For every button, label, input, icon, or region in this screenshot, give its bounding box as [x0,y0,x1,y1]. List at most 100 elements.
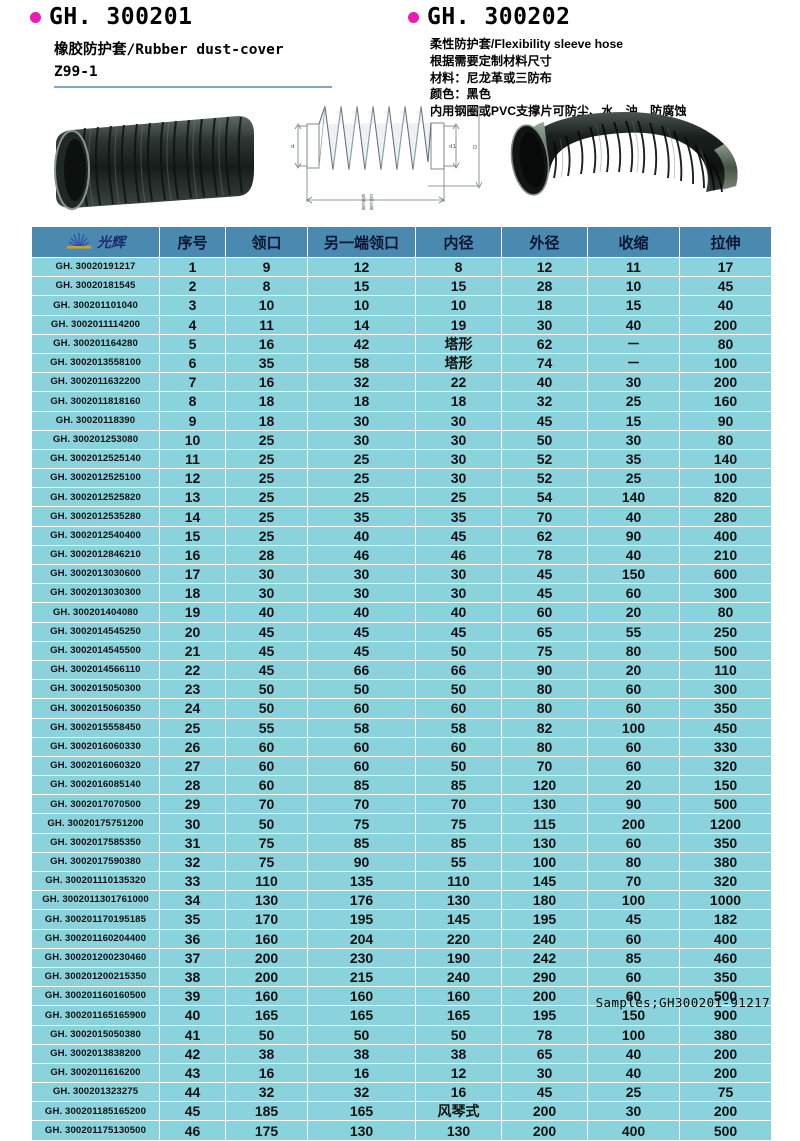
cell-row-index: 7 [159,372,226,393]
cell-row-index: 30 [159,813,226,834]
product-photo-left [30,100,262,212]
cell-inner-diameter: 60 [415,698,502,719]
cell-collar: 16 [225,333,308,354]
cell-part-number: GH. 300201185165200 [31,1101,160,1122]
col-header-shrink: 收缩 [587,226,680,258]
cell-row-index: 24 [159,698,226,719]
cell-row-index: 25 [159,717,226,738]
cell-inner-diameter: 240 [415,966,502,988]
table-row: GH. 300201164280 5 16 42 塔形 62 － 80 [31,333,772,354]
cell-stretch-length: 200 [679,314,772,335]
cell-inner-diameter: 18 [415,391,502,412]
cell-other-collar: 18 [307,391,416,412]
cell-row-index: 8 [159,391,226,412]
cell-row-index: 44 [159,1082,226,1103]
cell-row-index: 21 [159,640,226,661]
specification-table-wrapper: 光辉 序号 领口 另一端领口 内径 外径 收缩 拉伸 GH. 300201912… [31,226,772,1141]
cell-outer-diameter: 80 [501,698,588,719]
specification-table: 光辉 序号 领口 另一端领口 内径 外径 收缩 拉伸 GH. 300201912… [31,226,772,1141]
cell-shrink-length: － [587,333,680,354]
cell-row-index: 22 [159,659,226,681]
cell-row-index: 32 [159,851,226,873]
cell-outer-diameter: 180 [501,890,588,911]
cell-other-collar: 135 [307,870,416,892]
cell-outer-diameter: 115 [501,813,588,834]
cell-part-number: GH. 3002014566110 [31,659,160,681]
cell-outer-diameter: 240 [501,928,588,949]
cell-part-number: GH. 3002012525820 [31,487,160,508]
cell-outer-diameter: 200 [501,1101,588,1122]
table-row: GH. 3002013030600 17 30 30 30 45 150 600 [31,563,772,585]
table-row: GH. 3002013558100 6 35 58 塔形 74 － 100 [31,352,772,374]
cell-stretch-length: 250 [679,621,772,642]
table-row: GH. 300201185165200 45 185 165 风琴式 200 30 200 [31,1101,772,1122]
cell-other-collar: 50 [307,1024,416,1045]
cell-other-collar: 25 [307,487,416,508]
col-header-inner-diameter: 内径 [415,226,502,258]
cell-part-number: GH. 3002013030600 [31,563,160,585]
cell-inner-diameter: 12 [415,1062,502,1084]
cell-shrink-length: 40 [587,314,680,335]
cell-stretch-length: 350 [679,698,772,719]
cell-other-collar: 25 [307,448,416,470]
cell-inner-diameter: 75 [415,813,502,834]
cell-outer-diameter: 60 [501,602,588,623]
table-row: GH. 3002016060320 27 60 60 50 70 60 320 [31,755,772,777]
cell-shrink-length: 100 [587,890,680,911]
table-row: GH. 3002016085140 28 60 85 85 120 20 150 [31,775,772,796]
cell-collar: 30 [225,563,308,585]
cell-outer-diameter: 30 [501,314,588,335]
cell-collar: 18 [225,410,308,431]
table-row: GH. 3002014566110 22 45 66 66 90 20 110 [31,659,772,681]
cell-stretch-length: 500 [679,1120,772,1141]
cell-outer-diameter: 195 [501,909,588,930]
cell-collar: 75 [225,832,308,853]
cell-other-collar: 45 [307,621,416,642]
cell-collar: 70 [225,794,308,815]
desc-line: 颜色：黑色 [430,87,491,102]
product-model-left: Z99-1 [54,64,98,81]
magenta-bullet-icon [408,11,419,23]
cell-other-collar: 45 [307,640,416,661]
cell-other-collar: 204 [307,928,416,949]
cell-collar: 25 [225,448,308,470]
cell-row-index: 33 [159,870,226,892]
cell-part-number: GH. 3002017590380 [31,851,160,873]
cell-inner-diameter: 160 [415,986,502,1007]
cell-stretch-length: 100 [679,468,772,489]
cell-part-number: GH. 300201170195185 [31,909,160,930]
cell-stretch-length: 1000 [679,890,772,911]
cell-part-number: GH. 3002011632200 [31,372,160,393]
table-row: GH. 30020118390 9 18 30 30 45 15 90 [31,410,772,431]
table-row: GH. 30020175751200 30 50 75 75 115 200 1200 [31,813,772,834]
cell-collar: 45 [225,621,308,642]
cell-collar: 185 [225,1101,308,1122]
cell-collar: 18 [225,391,308,412]
cell-inner-diameter: 66 [415,659,502,681]
cell-stretch-length: 320 [679,755,772,777]
cell-other-collar: 12 [307,256,416,278]
cell-shrink-length: 200 [587,813,680,834]
cell-stretch-length: 200 [679,1101,772,1122]
table-row: GH. 30020181545 2 8 15 15 28 10 45 [31,276,772,297]
cell-inner-diameter: 8 [415,256,502,278]
cell-outer-diameter: 65 [501,621,588,642]
cell-part-number: GH. 300201253080 [31,429,160,450]
cell-inner-diameter: 130 [415,1120,502,1141]
cell-shrink-length: 45 [587,909,680,930]
cell-row-index: 9 [159,410,226,431]
cell-part-number: GH. 300201200230460 [31,947,160,968]
col-header-no: 序号 [159,226,226,258]
cell-part-number: GH. 3002015050300 [31,679,160,700]
cell-other-collar: 30 [307,429,416,450]
cell-inner-diameter: 45 [415,525,502,546]
cell-shrink-length: 90 [587,794,680,815]
cell-part-number: GH. 3002016060330 [31,736,160,757]
cell-other-collar: 25 [307,468,416,489]
cell-inner-diameter: 190 [415,947,502,968]
cell-collar: 10 [225,295,308,316]
cell-outer-diameter: 18 [501,295,588,316]
desc-line: 根据需要定制材料尺寸 [430,53,552,68]
cell-row-index: 37 [159,947,226,968]
desc-line: 材料：尼龙革或三防布 [430,70,552,85]
